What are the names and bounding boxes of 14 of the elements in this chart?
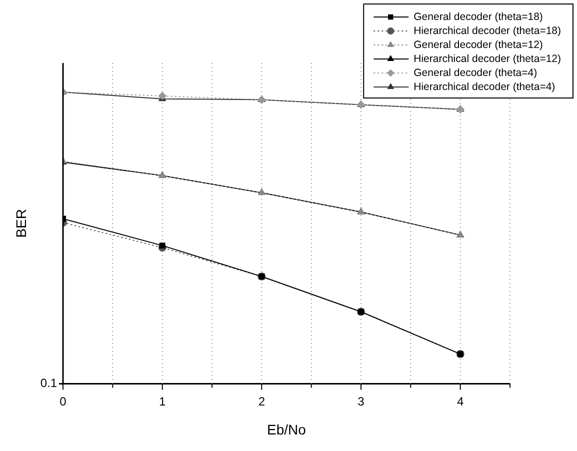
- legend-label: General decoder (theta=18): [414, 10, 543, 23]
- y-axis-title: BER: [12, 209, 29, 238]
- legend-label: Hierarchical decoder (theta=4): [414, 80, 556, 93]
- x-tick-label: 1: [158, 394, 166, 408]
- text: 0.1: [40, 376, 58, 390]
- x-tick-label: 3: [358, 394, 365, 408]
- legend-label: General decoder (theta=12): [414, 38, 543, 51]
- legend-label: Hierarchical decoder (theta=12): [414, 52, 562, 65]
- x-tick-label: 0: [60, 394, 67, 408]
- x-tick-label: 4: [456, 394, 464, 408]
- legend-label: Hierarchical decoder (theta=18): [414, 24, 562, 37]
- x-tick-label: 2: [258, 394, 266, 408]
- legend-label: General decoder (theta=4): [414, 66, 538, 79]
- x-axis-title: Eb/No: [267, 421, 306, 438]
